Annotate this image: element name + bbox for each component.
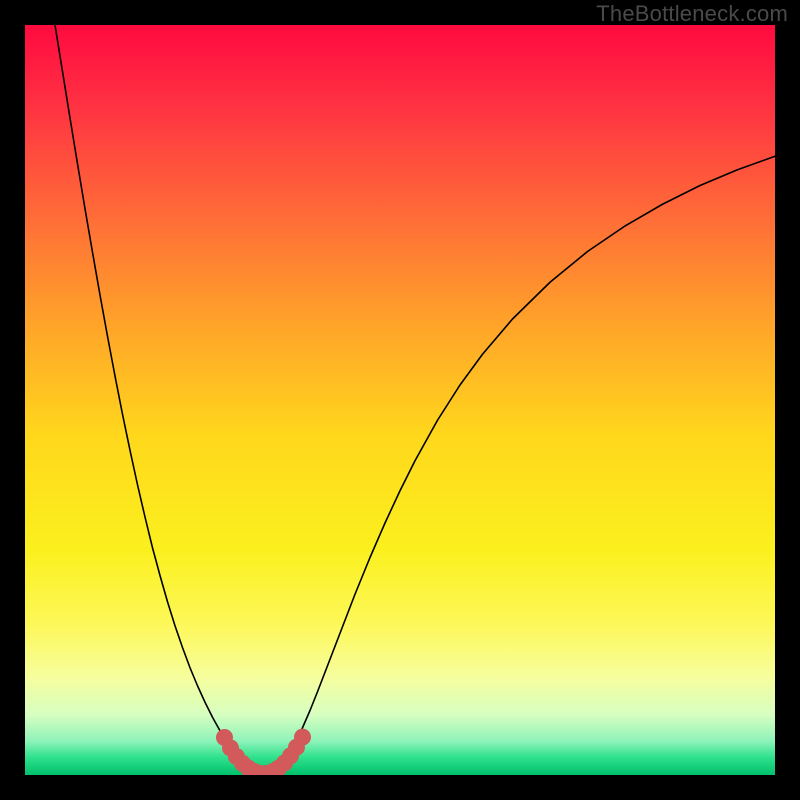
marker-layer xyxy=(25,25,775,775)
marker-dot xyxy=(294,729,311,746)
chart-container: TheBottleneck.com xyxy=(0,0,800,800)
watermark-text: TheBottleneck.com xyxy=(596,1,788,27)
plot-area xyxy=(25,25,775,775)
marker-group xyxy=(216,729,311,775)
